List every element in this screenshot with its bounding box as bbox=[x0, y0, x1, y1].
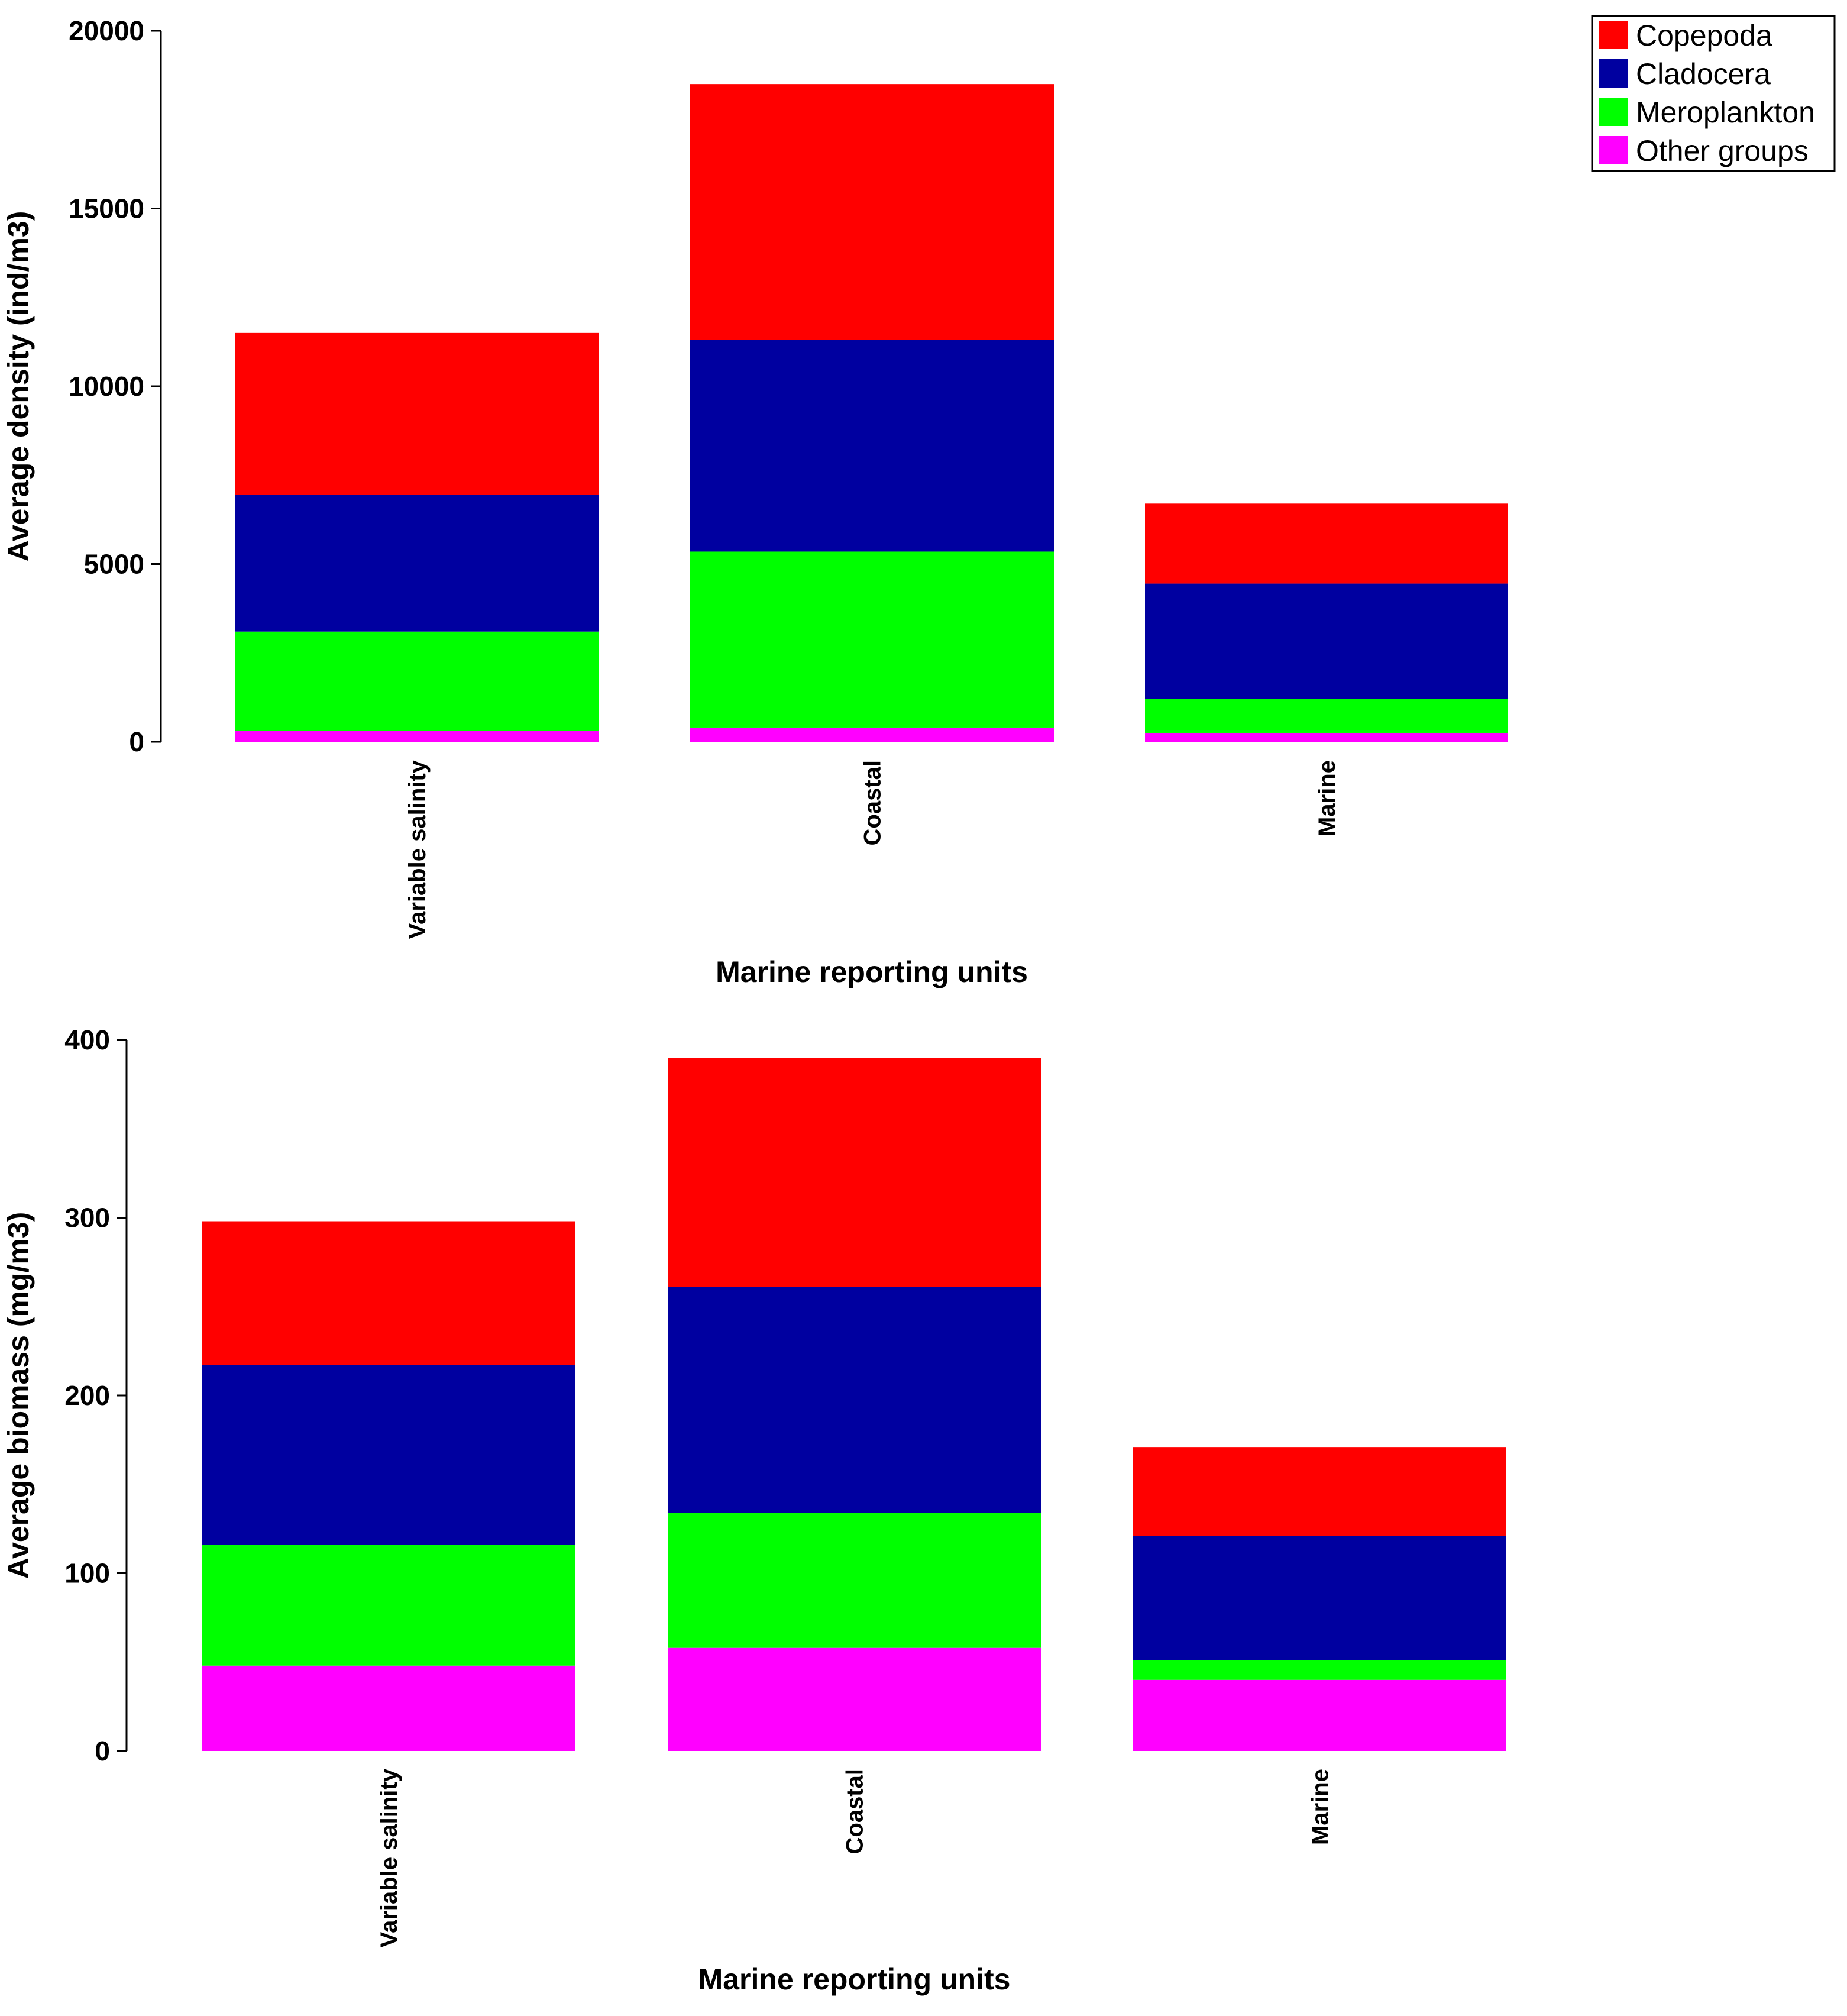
x-category-label: Coastal bbox=[842, 1769, 868, 1855]
bar-cladocera bbox=[668, 1287, 1041, 1513]
bar-copepoda bbox=[235, 332, 599, 495]
bar-meroplankton bbox=[1145, 699, 1508, 733]
bar-other-groups bbox=[1133, 1679, 1506, 1751]
density-chart: 0 5000 10000 15000 20000 Variable salinity Coa… bbox=[2, 15, 1508, 988]
y-tick-label: 100 bbox=[64, 1558, 110, 1589]
bar-meroplankton bbox=[690, 551, 1054, 728]
x-category-label: Marine bbox=[1314, 760, 1340, 836]
x-category-label: Variable salinity bbox=[405, 760, 431, 939]
y-tick-label: 300 bbox=[64, 1203, 110, 1233]
legend-swatch bbox=[1599, 59, 1628, 88]
bar-copepoda bbox=[668, 1058, 1041, 1287]
legend-swatch bbox=[1599, 21, 1628, 49]
bar-meroplankton bbox=[235, 631, 599, 731]
bar-meroplankton bbox=[668, 1513, 1041, 1648]
bar-cladocera bbox=[235, 495, 599, 632]
bar-other-groups bbox=[690, 727, 1054, 742]
y-tick-label: 10000 bbox=[69, 371, 144, 402]
legend-box bbox=[1591, 15, 1836, 172]
y-axis-title: Average biomass (mg/m3) bbox=[2, 1212, 35, 1579]
x-category-label: Marine bbox=[1308, 1769, 1334, 1845]
bar-cladocera bbox=[202, 1365, 575, 1545]
bar-copepoda bbox=[690, 84, 1054, 340]
y-tick-label: 15000 bbox=[69, 193, 144, 224]
legend-label: Meroplankton bbox=[1636, 96, 1815, 129]
y-tick-label: 0 bbox=[95, 1736, 110, 1766]
y-tick-label: 200 bbox=[64, 1380, 110, 1411]
bar-other-groups bbox=[668, 1647, 1041, 1751]
y-tick-label: 20000 bbox=[69, 15, 144, 46]
bar-cladocera bbox=[690, 340, 1054, 552]
legend-swatch bbox=[1599, 98, 1628, 126]
legend-label: Copepoda bbox=[1636, 19, 1772, 52]
bar-copepoda bbox=[202, 1221, 575, 1365]
bar-other-groups bbox=[1145, 732, 1508, 742]
bar-copepoda bbox=[1133, 1447, 1506, 1536]
bar-other-groups bbox=[235, 731, 599, 742]
y-tick-label: 400 bbox=[64, 1025, 110, 1055]
bar-cladocera bbox=[1145, 583, 1508, 699]
y-axis-title: Average density (ind/m3) bbox=[2, 211, 35, 562]
bar-cladocera bbox=[1133, 1536, 1506, 1660]
y-tick-label: 0 bbox=[129, 726, 144, 757]
legend: Copepoda Cladocera Meroplankton Other group… bbox=[1591, 15, 1836, 172]
legend-label: Cladocera bbox=[1636, 57, 1771, 91]
x-axis-title: Marine reporting units bbox=[698, 1963, 1011, 1996]
bar-copepoda bbox=[1145, 503, 1508, 584]
x-category-label: Coastal bbox=[860, 760, 886, 846]
legend-swatch bbox=[1599, 136, 1628, 164]
bar-other-groups bbox=[202, 1665, 575, 1751]
bar-meroplankton bbox=[1133, 1660, 1506, 1680]
y-tick-label: 5000 bbox=[84, 549, 144, 580]
legend-label: Other groups bbox=[1636, 134, 1809, 167]
bar-meroplankton bbox=[202, 1545, 575, 1666]
x-category-label: Variable salinity bbox=[376, 1768, 402, 1947]
biomass-chart: 0 100 200 300 400 Variable salinity Coastal Mar… bbox=[2, 1025, 1506, 1996]
x-axis-title: Marine reporting units bbox=[716, 955, 1028, 988]
